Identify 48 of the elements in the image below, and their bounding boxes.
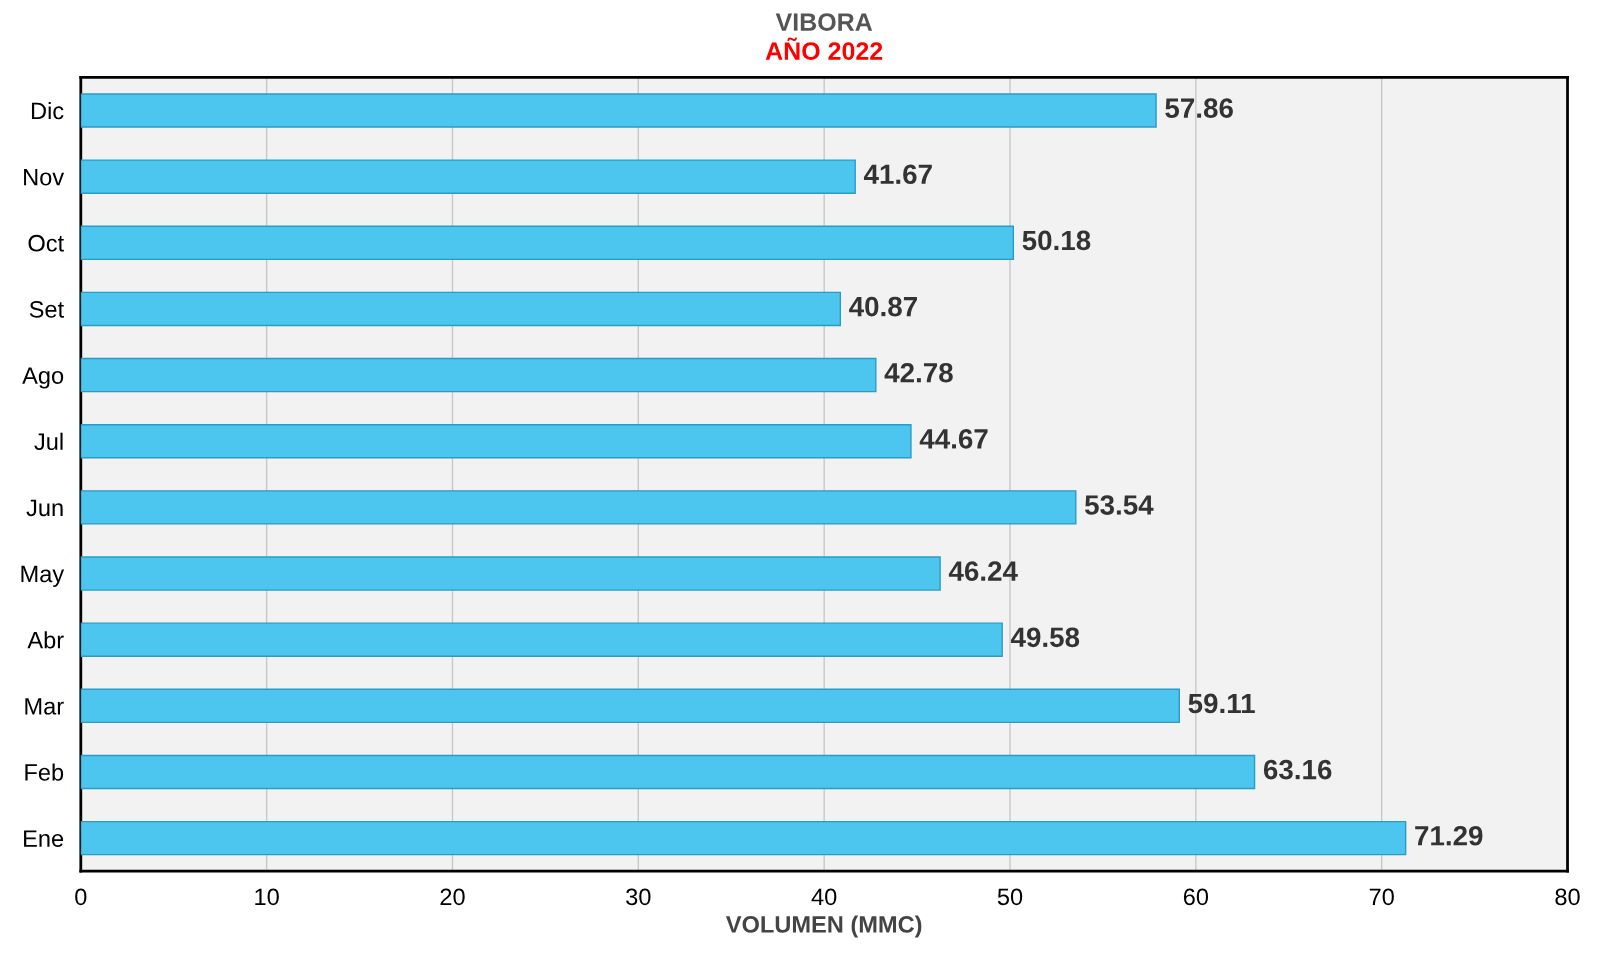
data-label: 59.11 [1188,693,1255,714]
data-label: 49.58 [1010,627,1080,648]
y-tick-label: Oct [28,234,64,252]
bar [80,556,941,591]
chart-title: VIBORA [775,13,873,31]
x-tick-label: 30 [626,888,651,906]
x-tick-label: 80 [1555,888,1580,906]
x-tick-label: 60 [1183,888,1209,906]
bar [80,622,1003,657]
y-tick-label: Dic [31,101,64,120]
y-tick-label: May [21,565,65,587]
y-tick-label: Feb [25,763,64,781]
x-tick-label: 70 [1369,888,1394,906]
x-tick-label: 40 [811,888,837,906]
x-axis-title: VOLUMEN (MMC) [725,915,922,938]
data-label: 71.29 [1415,825,1483,846]
y-tick-label: Nov [24,168,65,186]
chart-subtitle: AÑO 2022 [765,37,883,60]
bar [80,424,912,459]
data-label: 40.87 [849,296,917,317]
y-tick-label: Jul [34,432,63,451]
data-label: 50.18 [1022,230,1091,251]
y-tick-label: Abr [27,631,64,649]
bar [80,93,1157,128]
y-tick-label: Jun [26,499,63,517]
data-label: 41.67 [863,164,932,185]
data-label: 53.54 [1084,495,1154,515]
x-tick-label: 50 [997,888,1023,906]
y-tick-label: Ago [22,367,64,389]
data-label: 57.86 [1165,98,1233,118]
bar [80,754,1256,790]
bar [80,688,1180,724]
y-tick-label: Set [29,301,64,318]
y-tick-label: Ene [24,830,64,847]
bar [80,820,1407,856]
data-label: 46.24 [948,561,1018,581]
x-tick-label: 0 [75,888,87,906]
bar [80,225,1015,261]
bar [80,490,1077,525]
bar [80,159,856,194]
x-tick-label: 10 [255,888,279,906]
data-label: 44.67 [919,429,988,449]
data-label: 63.16 [1263,759,1332,780]
bar [80,357,877,393]
bar [80,291,842,327]
data-label: 42.78 [884,362,953,383]
x-tick-label: 20 [440,888,465,906]
y-tick-label: Mar [25,698,64,715]
